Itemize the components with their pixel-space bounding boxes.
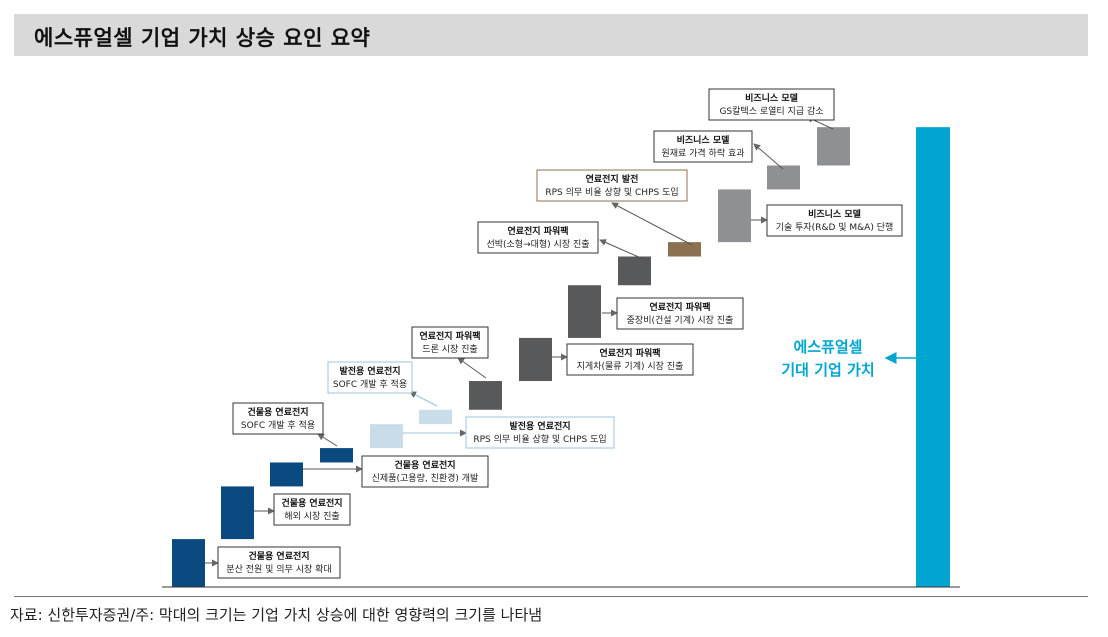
bar-f7	[469, 381, 502, 410]
label-desc-f14: GS칼텍스 로열티 지급 감소	[719, 105, 823, 117]
label-box-f2	[273, 493, 351, 526]
label-title-f14: 비즈니스 모델	[745, 92, 798, 104]
bar-f14	[817, 127, 850, 166]
label-title-f1: 건물용 연료전지	[248, 550, 309, 562]
bar-f10	[618, 256, 651, 286]
label-title-f8: 연료전지 파워팩	[599, 347, 660, 359]
label-desc-f1: 분산 전원 및 의무 시장 확대	[226, 563, 331, 575]
label-desc-f4: SOFC 개발 후 적용	[241, 419, 315, 431]
total-label-line2: 기대 기업 가치	[781, 361, 874, 379]
label-box-f3	[361, 455, 489, 488]
footer-divider	[14, 596, 1088, 597]
label-title-f5: 발전용 연료전지	[509, 420, 570, 432]
label-box-f4	[232, 402, 324, 435]
label-box-f10	[477, 221, 599, 254]
label-title-f12: 비즈니스 모델	[808, 208, 861, 220]
label-title-f10: 연료전지 파워팩	[507, 225, 568, 237]
bar-total	[916, 127, 950, 587]
source-note: 자료: 신한투자증권/주: 막대의 크기는 기업 가치 상승에 대한 영향력의 …	[10, 606, 543, 624]
connector-f7	[457, 357, 487, 379]
label-desc-f13: 원재료 가격 하락 효과	[661, 147, 744, 159]
bar-f11	[668, 242, 701, 257]
header-bar: 에스퓨얼셀 기업 가치 상승 요인 요약	[14, 14, 1088, 56]
label-desc-f11: RPS 의무 비율 상향 및 CHPS 도입	[545, 186, 678, 198]
label-desc-f3: 신제품(고용량, 친환경) 개발	[372, 472, 479, 484]
label-box-f14	[708, 88, 835, 121]
bar-f3	[270, 462, 303, 487]
bar-f12	[718, 189, 751, 243]
bar-f2	[221, 486, 254, 540]
bar-f9	[568, 285, 601, 338]
label-box-f11	[536, 169, 688, 202]
label-box-f1	[217, 546, 341, 579]
total-label-line1: 에스퓨얼셀	[793, 338, 862, 356]
connector-f13	[753, 143, 784, 170]
bar-f6	[419, 409, 452, 425]
label-title-f4: 건물용 연료전지	[247, 406, 308, 418]
bar-f5	[370, 424, 403, 449]
label-box-f6	[327, 361, 413, 394]
label-desc-f7: 드론 시장 진출	[422, 344, 477, 355]
bar-f1	[172, 539, 205, 587]
label-title-f11: 연료전지 발전	[586, 173, 639, 185]
bar-f4	[320, 448, 353, 463]
connector-f6	[409, 391, 438, 407]
label-box-f8	[566, 343, 694, 376]
connector-f11	[611, 202, 693, 246]
label-box-f7	[411, 326, 489, 359]
label-desc-f9: 중장비(건설 기계) 시장 진출	[627, 314, 734, 326]
bar-f8	[519, 337, 552, 382]
bar-f13	[767, 165, 800, 190]
connector-f4	[317, 433, 338, 447]
connector-f10	[599, 239, 651, 263]
label-title-f3: 건물용 연료전지	[394, 459, 455, 471]
label-box-f5	[465, 416, 615, 449]
label-box-f9	[616, 297, 744, 330]
label-desc-f5: RPS 의무 비율 상향 및 CHPS 도입	[473, 433, 606, 445]
label-desc-f12: 기술 투자(R&D 및 M&A) 단행	[776, 221, 894, 233]
label-desc-f2: 해외 시장 진출	[284, 510, 339, 522]
label-desc-f6: SOFC 개발 후 적용	[333, 378, 407, 390]
label-box-f12	[766, 204, 903, 237]
label-title-f13: 비즈니스 모델	[677, 134, 730, 146]
label-desc-f10: 선박(소형→대형) 시장 진출	[486, 239, 589, 250]
label-title-f6: 발전용 연료전지	[339, 365, 400, 377]
page-title: 에스퓨얼셀 기업 가치 상승 요인 요약	[34, 26, 371, 50]
label-title-f7: 연료전지 파워팩	[419, 330, 480, 342]
label-title-f2: 건물용 연료전지	[281, 497, 342, 509]
label-desc-f8: 지게차(물류 기계) 시장 진출	[577, 360, 684, 372]
label-title-f9: 연료전지 파워팩	[649, 301, 710, 313]
label-box-f13	[653, 130, 753, 163]
